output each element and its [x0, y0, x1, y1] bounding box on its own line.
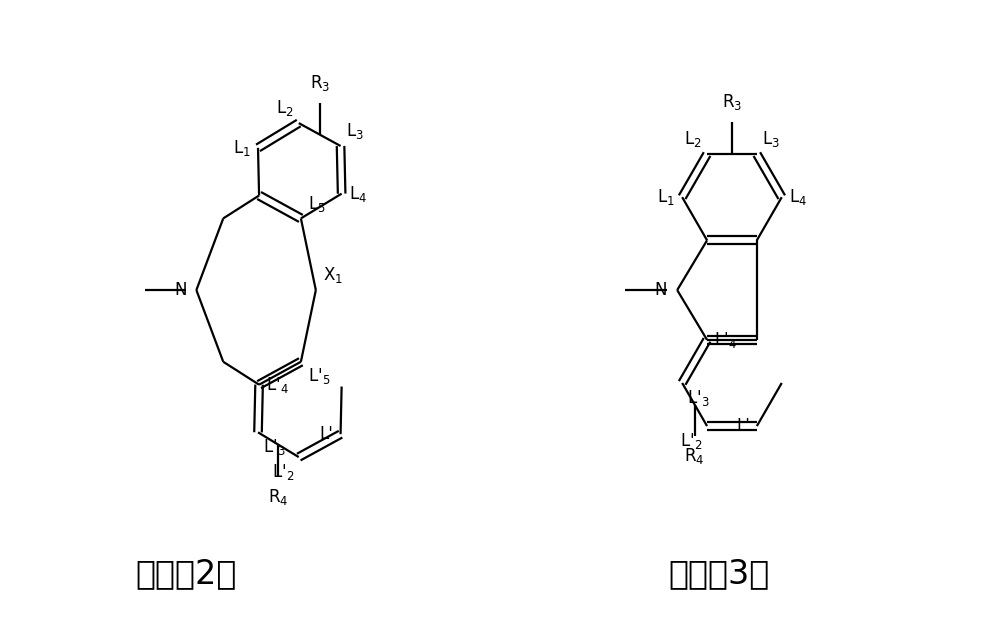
Text: L'$_3$: L'$_3$	[687, 388, 710, 408]
Text: L$_4$: L$_4$	[789, 187, 807, 207]
Text: L$_2$: L$_2$	[684, 129, 702, 149]
Text: L$_3$: L$_3$	[346, 121, 363, 141]
Text: 通式（2）: 通式（2）	[136, 557, 237, 590]
Text: L$_5$: L$_5$	[308, 195, 326, 215]
Text: L$_2$: L$_2$	[276, 98, 294, 118]
Text: L': L'	[736, 417, 750, 435]
Text: L'$_5$: L'$_5$	[308, 366, 330, 386]
Text: N: N	[655, 281, 667, 299]
Text: L'$_3$: L'$_3$	[263, 437, 285, 458]
Text: R$_3$: R$_3$	[722, 92, 742, 112]
Text: R$_4$: R$_4$	[684, 446, 705, 466]
Text: L': L'	[320, 425, 334, 443]
Text: L$_1$: L$_1$	[657, 187, 675, 207]
Text: L'$_4$: L'$_4$	[266, 374, 289, 395]
Text: N: N	[174, 281, 186, 299]
Text: L'$_2$: L'$_2$	[680, 431, 702, 451]
Text: R$_4$: R$_4$	[268, 487, 289, 507]
Text: L'$_4$: L'$_4$	[714, 330, 737, 350]
Text: L$_3$: L$_3$	[762, 129, 780, 149]
Text: 通式（3）: 通式（3）	[668, 557, 770, 590]
Text: L$_4$: L$_4$	[349, 184, 367, 203]
Text: R$_3$: R$_3$	[310, 73, 330, 93]
Text: L'$_2$: L'$_2$	[272, 462, 294, 482]
Text: L$_1$: L$_1$	[233, 138, 251, 158]
Text: X$_1$: X$_1$	[323, 265, 343, 285]
